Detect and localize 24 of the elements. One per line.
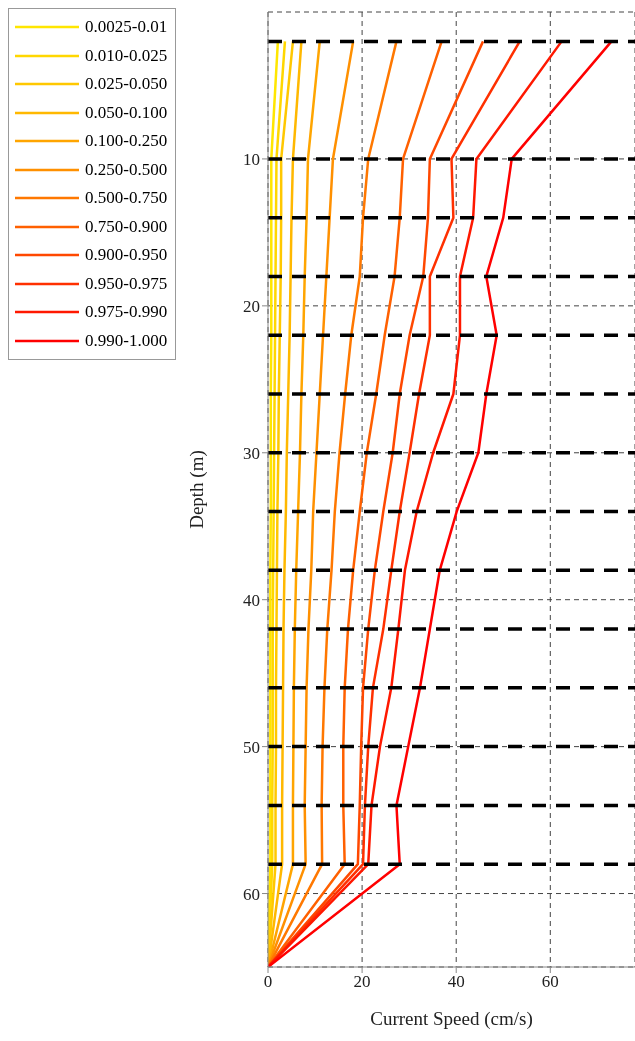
x-tick-label: 60: [541, 972, 559, 992]
x-tick-label: 0: [263, 972, 273, 992]
legend-label: 0.100-0.250: [85, 131, 168, 152]
y-tick-label: 30: [243, 443, 260, 463]
y-axis-title: Depth (m): [185, 450, 208, 529]
legend-label: 0.025-0.050: [85, 74, 168, 95]
legend-label: 0.010-0.025: [85, 45, 168, 66]
legend-label: 0.0025-0.01: [85, 17, 168, 38]
legend-label: 0.950-0.975: [85, 273, 168, 294]
x-axis-title: Current Speed (cm/s): [370, 1008, 533, 1030]
legend-label: 0.250-0.500: [85, 159, 168, 180]
y-tick-label: 60: [243, 884, 260, 904]
legend-label: 0.050-0.100: [85, 102, 168, 123]
legend-label: 0.750-0.900: [85, 216, 168, 237]
legend-label: 0.900-0.950: [85, 245, 168, 266]
legend-label: 0.990-1.000: [85, 330, 168, 351]
y-tick-label: 40: [243, 590, 260, 610]
x-tick-label: 40: [447, 972, 465, 992]
y-tick-label: 20: [243, 296, 260, 316]
x-tick-label: 20: [353, 972, 371, 992]
legend-label: 0.500-0.750: [85, 188, 168, 209]
legend-label: 0.975-0.990: [85, 302, 168, 323]
y-tick-label: 50: [243, 737, 260, 757]
y-tick-label: 10: [243, 149, 260, 169]
